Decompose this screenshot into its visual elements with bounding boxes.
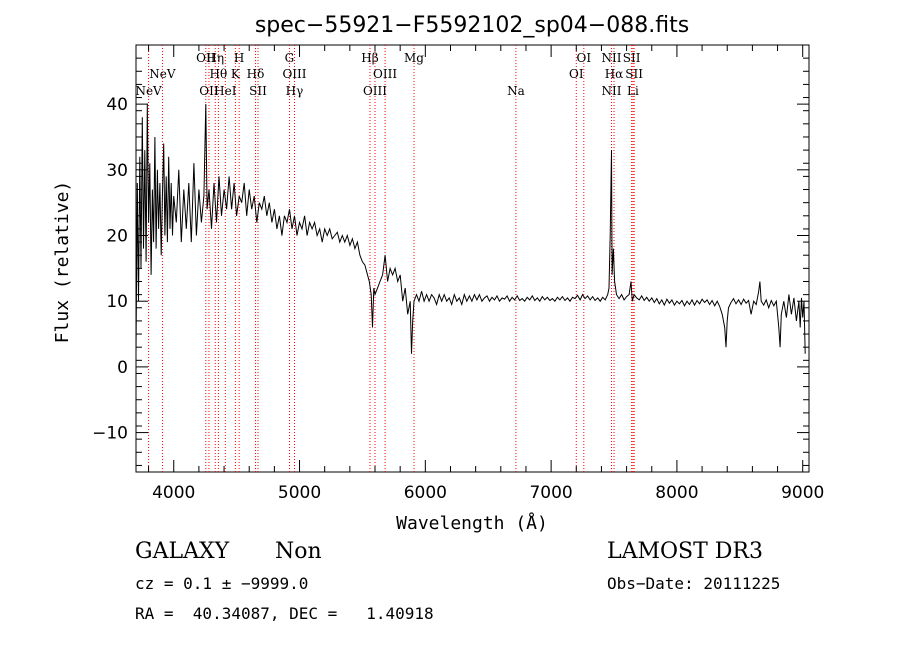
- spectral-line-label: Hγ: [286, 84, 304, 98]
- plot-frame: [135, 44, 810, 473]
- spectral-line-label: Hα: [605, 67, 624, 81]
- spectral-line-label: OIII: [363, 84, 387, 98]
- x-axis-label: Wavelength (Å): [396, 512, 548, 534]
- spectral-line-label: SII: [249, 84, 267, 98]
- y-tick-label: 30: [106, 161, 128, 181]
- spectral-line-label: G: [285, 51, 295, 65]
- x-tick-label: 5000: [278, 483, 321, 503]
- y-tick-label: −10: [92, 424, 128, 444]
- x-tick-label: 6000: [404, 483, 447, 503]
- x-tick-label: 4000: [152, 483, 195, 503]
- spectral-line-label: OIII: [373, 67, 397, 81]
- survey-name: LAMOST DR3: [607, 539, 763, 564]
- ra-dec: RA = 40.34087, DEC = 1.40918: [135, 604, 434, 623]
- chart-title: spec−55921−F5592102_sp04−088.fits: [255, 13, 689, 38]
- spectral-line-label: Na: [507, 84, 525, 98]
- spectrum-line: [135, 104, 806, 354]
- x-tick-label: 9000: [781, 483, 824, 503]
- x-tick-label: 8000: [655, 483, 698, 503]
- spectral-line-label: Hθ: [210, 67, 228, 81]
- spectral-line-label: OII: [196, 51, 216, 65]
- x-tick-label: 7000: [529, 483, 572, 503]
- spectral-line-label: Hβ: [361, 51, 378, 65]
- spectral-line-label: Li: [627, 84, 639, 98]
- obs-date: Obs−Date: 20111225: [607, 574, 780, 593]
- y-tick-label: 10: [106, 292, 128, 312]
- spectral-line-label: OI: [569, 67, 584, 81]
- spectral-line-label: NeV: [149, 67, 176, 81]
- y-tick-label: 40: [106, 95, 128, 115]
- y-axis-label: Flux (relative): [52, 181, 73, 344]
- spectral-line-label: NeV: [135, 84, 162, 98]
- spectral-line-label: SII: [623, 51, 641, 65]
- x-axis-ticks: 4000 5000 6000 7000 8000 9000: [148, 45, 824, 503]
- spectral-line-label: OII: [199, 84, 219, 98]
- spectral-line-label: OI: [577, 51, 592, 65]
- spectral-line-markers: [148, 45, 635, 472]
- y-tick-label: 0: [117, 358, 128, 378]
- redshift-info: cz = 0.1 ± −9999.0: [135, 574, 308, 593]
- spectral-line-label: Hη: [206, 51, 224, 65]
- object-subclass: Non: [275, 539, 322, 564]
- spectral-line-label: Hδ: [247, 67, 265, 81]
- y-axis-ticks: −10 0 10 20 30 40: [92, 57, 809, 466]
- spectral-line-label: HeI: [214, 84, 237, 98]
- spectral-line-label: H: [234, 51, 244, 65]
- spectral-line-label: NII: [602, 84, 622, 98]
- spectral-line-label: OIII: [282, 67, 306, 81]
- spectral-line-label: K: [231, 67, 241, 81]
- spectral-line-label: NII: [602, 51, 622, 65]
- spectral-line-label: SII: [625, 67, 643, 81]
- y-tick-label: 20: [106, 227, 128, 247]
- object-class: GALAXY: [135, 539, 230, 564]
- spectral-line-label: Mg: [404, 51, 424, 65]
